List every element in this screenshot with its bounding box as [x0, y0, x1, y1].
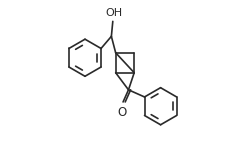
Text: OH: OH [106, 8, 123, 18]
Text: O: O [117, 106, 126, 119]
